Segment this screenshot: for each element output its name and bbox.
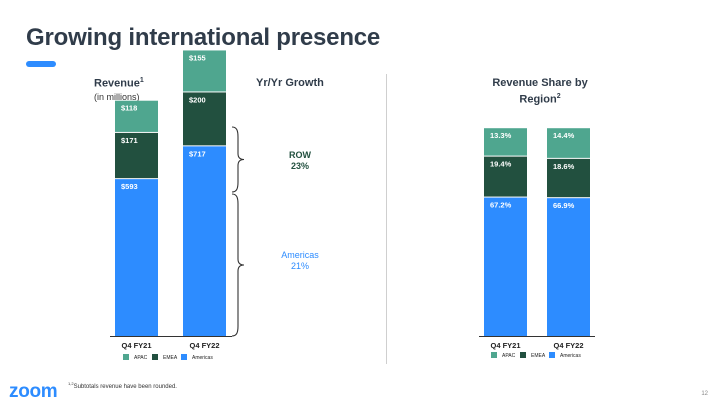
revenue-bar-americas-1 xyxy=(183,146,226,336)
americas-growth-brace xyxy=(231,193,245,337)
footnote-marks: 1,2 xyxy=(68,381,74,386)
revenue-label: Revenue1 xyxy=(94,77,144,90)
revenue-legend-swatch-emea xyxy=(152,354,158,360)
revenue-bar-emea-0 xyxy=(115,132,158,179)
row-growth-value: 23% xyxy=(290,161,309,171)
vertical-divider xyxy=(386,74,387,364)
revenue-data-label-apac-1: $155 xyxy=(189,53,206,62)
share-legend-swatch-americas xyxy=(549,352,555,358)
revenue-bar-apac-1 xyxy=(183,50,226,92)
revenue-bar-apac-0 xyxy=(115,100,158,132)
title-accent-bar xyxy=(26,61,56,67)
revenue-legend-label-apac: APAC xyxy=(134,355,148,361)
revenue-label-text: Revenue xyxy=(94,77,140,90)
revenue-data-label-emea-1: $200 xyxy=(189,95,206,104)
share-data-label-apac-1: 14.4% xyxy=(553,131,575,140)
share-category-label-0: Q4 FY21 xyxy=(490,341,520,350)
revenue-data-label-emea-0: $171 xyxy=(121,136,138,145)
share-title-sup: 2 xyxy=(556,93,561,100)
share-bar-apac-0 xyxy=(484,128,527,156)
share-category-label-1: Q4 FY22 xyxy=(553,341,583,350)
share-legend-swatch-emea xyxy=(520,352,526,358)
revenue-category-label-0: Q4 FY21 xyxy=(121,341,151,350)
share-legend-label-apac: APAC xyxy=(502,353,516,359)
share-legend-label-americas: Americas xyxy=(560,353,581,359)
share-data-label-americas-0: 67.2% xyxy=(490,201,512,210)
share-bar-emea-0 xyxy=(484,156,527,197)
revenue-data-label-americas-0: $593 xyxy=(121,182,138,191)
share-title: Revenue Share by Region2 xyxy=(480,77,600,107)
row-growth: ROW 23% xyxy=(268,150,332,172)
share-bar-apac-1 xyxy=(547,128,590,158)
revenue-data-label-apac-0: $118 xyxy=(121,104,137,113)
revenue-label-sup: 1 xyxy=(139,77,144,84)
revenue-bar-emea-1 xyxy=(183,92,226,146)
share-data-label-emea-1: 18.6% xyxy=(553,162,575,171)
share-data-label-apac-0: 13.3% xyxy=(490,131,512,140)
row-growth-label: ROW xyxy=(289,150,311,160)
americas-growth-label: Americas xyxy=(281,250,319,260)
slide-title: Growing international presence xyxy=(26,24,381,51)
share-bar-emea-1 xyxy=(547,158,590,198)
revenue-sublabel: (in millions) xyxy=(94,92,140,102)
revenue-category-label-1: Q4 FY22 xyxy=(189,341,219,350)
share-legend-swatch-apac xyxy=(491,352,497,358)
footnote-text: Subtotals revenue have been rounded. xyxy=(73,384,177,390)
revenue-legend-swatch-apac xyxy=(123,354,129,360)
share-legend-label-emea: EMEA xyxy=(531,353,546,359)
revenue-legend-label-emea: EMEA xyxy=(163,355,178,361)
revenue-bar-americas-0 xyxy=(115,179,158,336)
americas-growth-value: 21% xyxy=(290,261,309,271)
share-bar-americas-1 xyxy=(547,198,590,336)
row-growth-brace xyxy=(231,126,245,193)
page-number: 12 xyxy=(701,391,708,397)
share-title-line2: Region xyxy=(519,93,557,106)
footnote: 1,2Subtotals revenue have been rounded. xyxy=(68,381,177,390)
zoom-logo: zoom xyxy=(9,381,58,402)
share-bar-americas-0 xyxy=(484,197,527,336)
revenue-data-label-americas-1: $717 xyxy=(189,149,206,158)
americas-growth: Americas 21% xyxy=(268,250,332,272)
revenue-legend-label-americas: Americas xyxy=(192,355,213,361)
share-title-line1: Revenue Share by xyxy=(492,77,588,89)
revenue-legend-swatch-americas xyxy=(181,354,187,360)
growth-header: Yr/Yr Growth xyxy=(256,77,324,89)
share-data-label-americas-1: 66.9% xyxy=(553,201,575,210)
share-data-label-emea-0: 19.4% xyxy=(490,160,512,169)
